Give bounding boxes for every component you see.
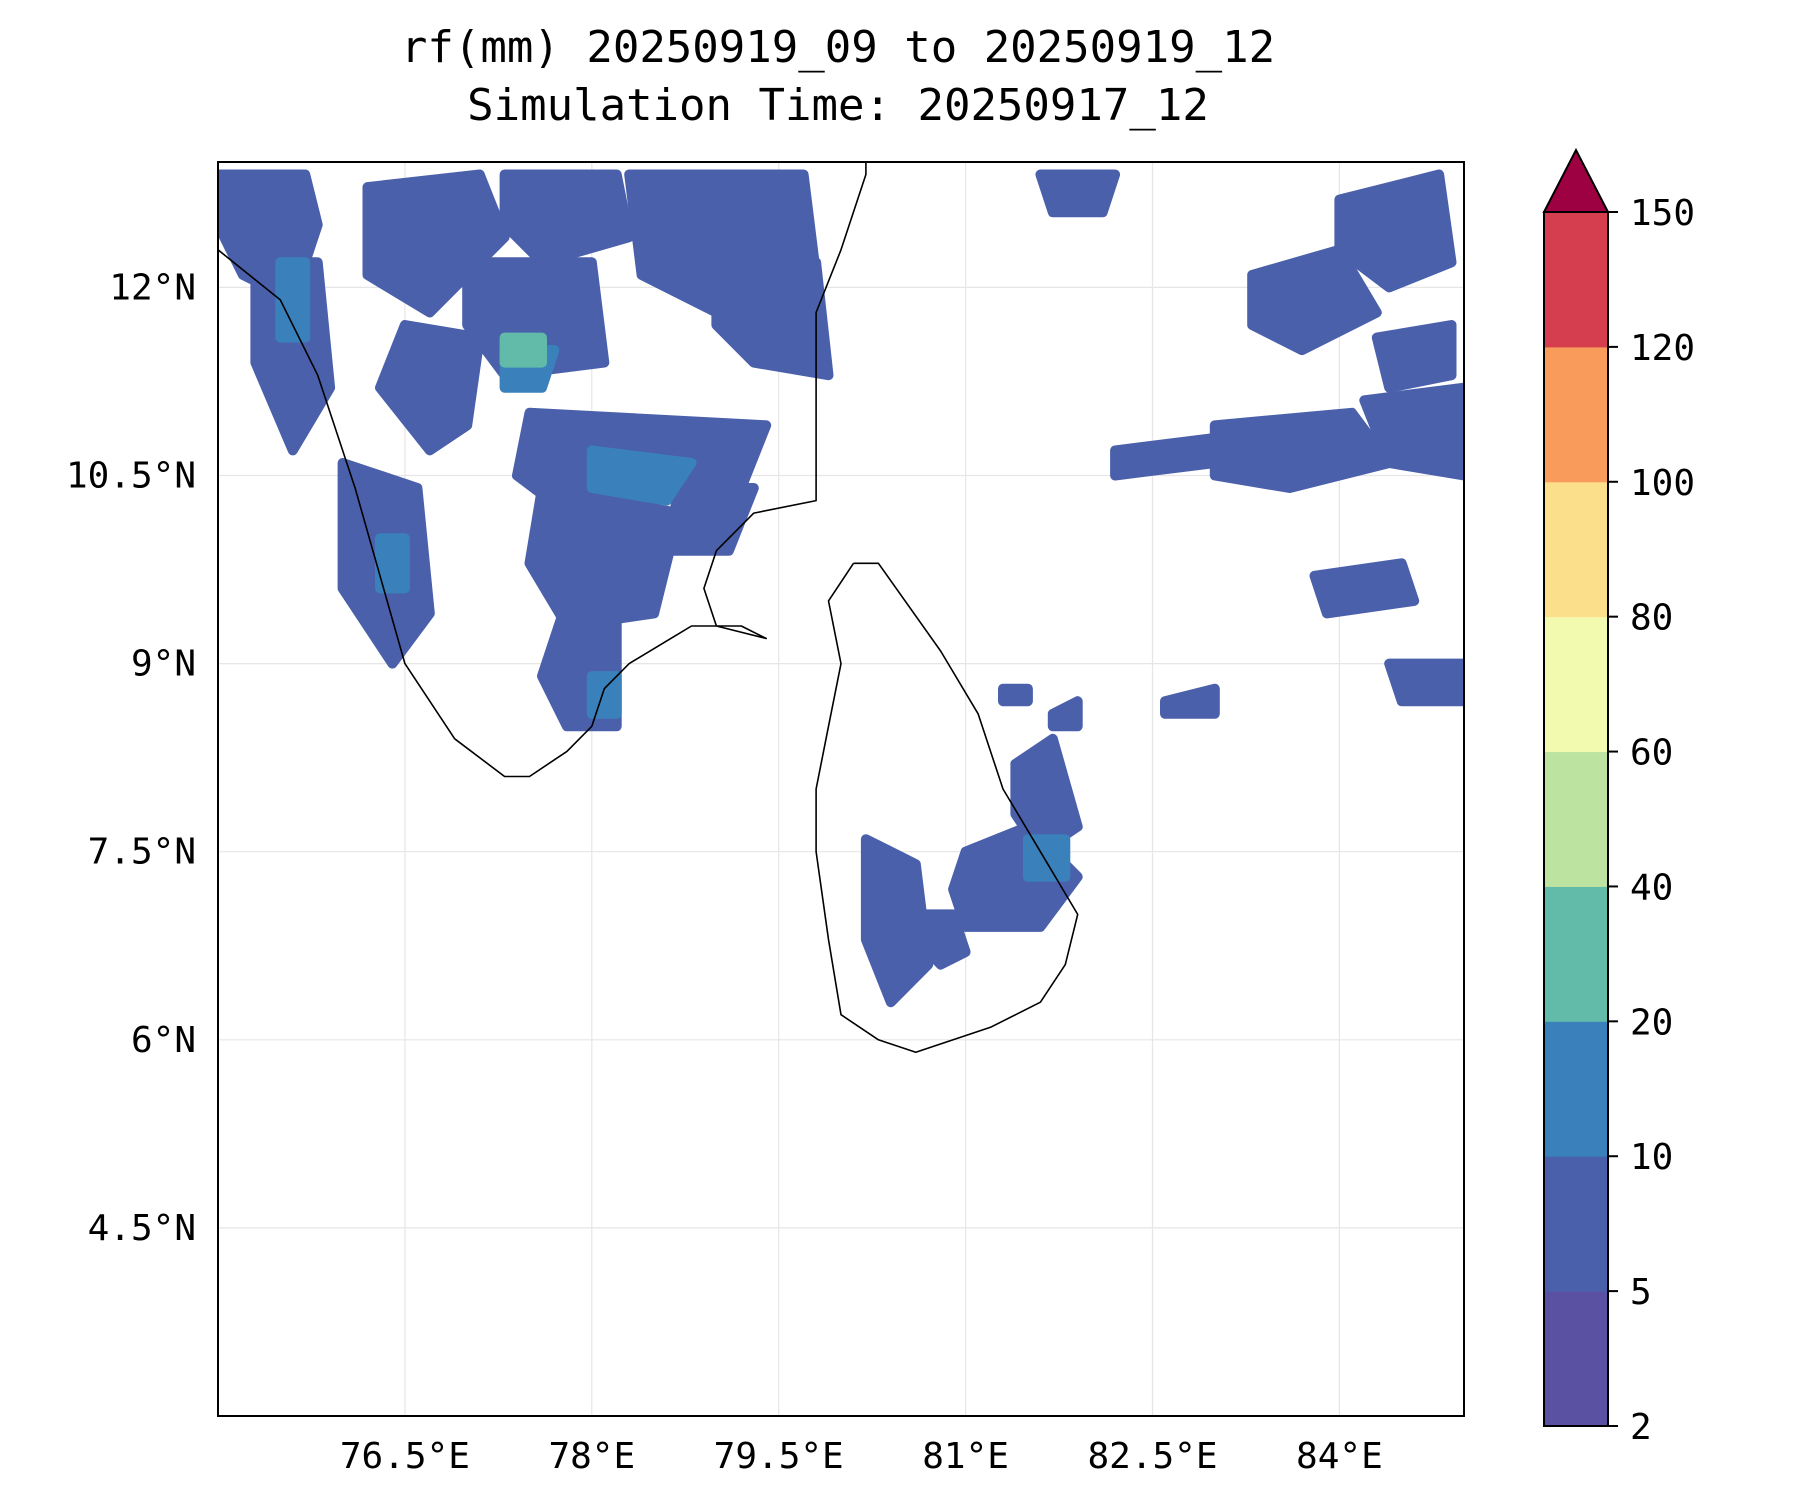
rain-contour-level-1 [1110,432,1220,481]
rain-contour-level-2 [375,533,410,594]
rain-contour-level-1 [711,257,834,381]
colorbar-tick-label: 10 [1630,1137,1673,1178]
colorbar-extend-arrow [1542,147,1610,213]
colorbar-tick-label: 2 [1630,1407,1652,1448]
colorbar-segment [1544,1291,1608,1427]
lon-tick-label: 84°E [1296,1436,1383,1477]
coastline [815,562,1079,1054]
rain-contour-level-2 [586,445,697,506]
rain-contour-level-1 [375,320,485,456]
rain-contour-level-3 [499,332,547,368]
coastlines [218,162,1079,1054]
rain-contour-level-2 [1022,834,1071,882]
lat-tick-label: 10.5°N [66,456,196,497]
colorbar-tick-label: 80 [1630,598,1673,639]
colorbar-segment [1544,346,1608,483]
colorbar-tick-label: 5 [1630,1272,1652,1313]
lat-tick-label: 9°N [131,644,196,685]
latitude-tick-labels: 12°N 10.5°N 9°N 7.5°N 6°N 4.5°N [66,267,196,1249]
colorbar-tick-label: 40 [1630,867,1673,908]
lon-tick-label: 81°E [922,1436,1009,1477]
colorbar-segment [1544,1156,1608,1292]
rain-contour-level-1 [910,909,971,970]
lat-tick-label: 12°N [109,267,196,308]
lon-tick-label: 78°E [548,1436,635,1477]
lon-tick-label: 76.5°E [340,1436,470,1477]
lat-tick-label: 7.5°N [88,832,196,873]
lon-tick-label: 79.5°E [714,1436,844,1477]
colorbar-tick-label: 120 [1630,328,1695,369]
colorbar-frame [1543,211,1609,1427]
rain-contour-level-1 [499,169,635,268]
rain-contour-level-1 [998,683,1033,707]
colorbar-tick-label: 20 [1630,1002,1673,1043]
rain-contour-level-1 [1047,696,1083,732]
map-frame [217,161,1465,1417]
longitude-tick-labels: 76.5°E 78°E 79.5°E 81°E 82.5°E 84°E [340,1436,1383,1477]
rainfall-contours [218,169,1464,1008]
rain-contour-level-2 [275,257,311,343]
rain-contour-level-1 [1334,169,1457,293]
colorbar-segment [1544,886,1608,1022]
rain-contour-level-1 [1371,320,1457,393]
rain-contour-level-1 [1359,382,1464,481]
rain-contour-level-1 [1209,407,1395,493]
colorbar-tick-label: 100 [1630,463,1695,504]
colorbar-segment [1544,751,1608,887]
lon-tick-label: 82.5°E [1087,1436,1217,1477]
rain-contour-level-1 [1160,683,1220,719]
rain-contour-level-1 [1035,169,1121,218]
colorbar-tick-label: 150 [1630,193,1695,234]
coastline [218,162,867,778]
rain-contour-level-1 [1247,244,1382,356]
colorbar-segment [1544,1021,1608,1157]
colorbar-segment [1544,212,1608,348]
lat-tick-label: 6°N [131,1020,196,1061]
title-line-2: Simulation Time: 20250917_12 [467,80,1209,131]
colorbar: 2 5 10 20 40 60 80 100 120 150 [1542,147,1695,1448]
rain-contour-level-1 [860,834,934,1008]
lat-tick-label: 4.5°N [88,1208,196,1249]
rain-contour-level-1 [1384,658,1464,707]
title-line-1: rf(mm) 20250919_09 to 20250919_12 [401,22,1275,73]
colorbar-segment [1544,481,1608,618]
rain-contour-level-2 [586,671,622,719]
colorbar-segment [1544,616,1608,753]
colorbar-tick-label: 60 [1630,733,1673,774]
rain-contour-level-1 [1309,558,1420,619]
